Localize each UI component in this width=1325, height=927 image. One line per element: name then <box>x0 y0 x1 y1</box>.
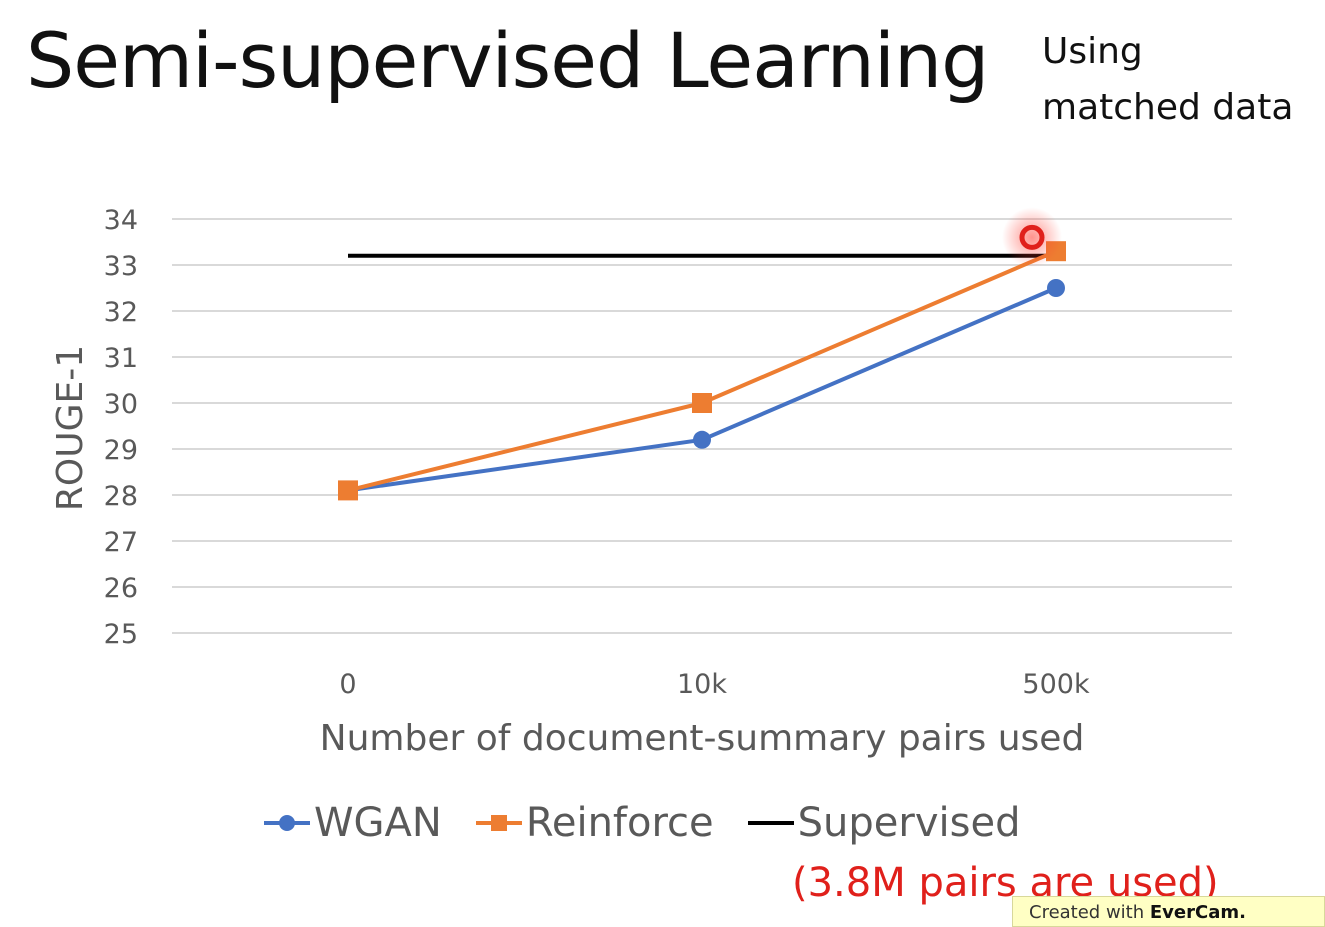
y-tick-label-33: 33 <box>104 251 138 282</box>
y-tick-label-32: 32 <box>104 297 138 328</box>
point-reinforce-0 <box>338 480 358 501</box>
legend-supervised-swatch-icon <box>747 821 794 825</box>
legend-reinforce-swatch-icon <box>475 815 522 831</box>
legend-label-supervised: Supervised <box>797 800 1021 846</box>
slide-title: Semi-supervised Learning <box>26 16 989 105</box>
legend-label-reinforce: Reinforce <box>525 800 714 846</box>
y-tick-label-27: 27 <box>104 527 138 558</box>
corner-note-line-1: Using <box>1042 31 1143 72</box>
legend-item-wgan: WGAN <box>264 800 442 846</box>
watermark-brand: EverCam. <box>1149 902 1246 923</box>
cursor-glow <box>1002 207 1062 268</box>
y-tick-labels: 25 26 27 28 29 30 31 32 33 34 <box>104 205 138 650</box>
series-lines <box>338 241 1066 501</box>
watermark-prefix: Created with <box>1029 902 1145 923</box>
series-line-wgan <box>347 286 1057 493</box>
evercam-watermark: Created with EverCam. <box>1012 896 1325 927</box>
y-tick-label-34: 34 <box>104 205 138 236</box>
y-tick-label-26: 26 <box>104 573 138 604</box>
x-tick-labels: 0 10k 500k <box>339 669 1090 700</box>
y-tick-label-25: 25 <box>104 619 138 650</box>
rouge-line-chart: 25 26 27 28 29 30 31 32 33 34 0 10k 500k ROUGE-1 Nu… <box>50 205 1232 759</box>
x-tick-label-10k: 10k <box>677 669 727 700</box>
y-tick-label-31: 31 <box>104 343 138 374</box>
y-tick-label-29: 29 <box>104 435 138 466</box>
point-wgan-10k <box>693 430 711 449</box>
chart-legend: WGAN Reinforce Supervised <box>264 800 1020 846</box>
x-axis-title: Number of document-summary pairs used <box>320 718 1085 759</box>
corner-note: Using matched data <box>1042 24 1293 136</box>
corner-note-line-2: matched data <box>1042 87 1294 128</box>
legend-item-supervised: Supervised <box>747 800 1021 846</box>
x-tick-label-0: 0 <box>339 669 356 700</box>
legend-label-wgan: WGAN <box>314 800 442 846</box>
point-wgan-500k <box>1047 279 1065 297</box>
y-tick-label-30: 30 <box>104 389 138 420</box>
point-reinforce-10k <box>692 393 712 413</box>
cursor-highlight <box>1002 207 1062 268</box>
x-tick-label-500k: 500k <box>1022 669 1090 700</box>
cursor-ring-icon <box>1019 224 1045 250</box>
y-tick-label-28: 28 <box>104 481 138 512</box>
series-line-reinforce <box>347 249 1057 493</box>
gridlines <box>172 218 1232 634</box>
legend-wgan-swatch-icon <box>264 815 310 831</box>
y-axis-title: ROUGE-1 <box>50 345 91 511</box>
legend-item-reinforce: Reinforce <box>475 800 714 846</box>
